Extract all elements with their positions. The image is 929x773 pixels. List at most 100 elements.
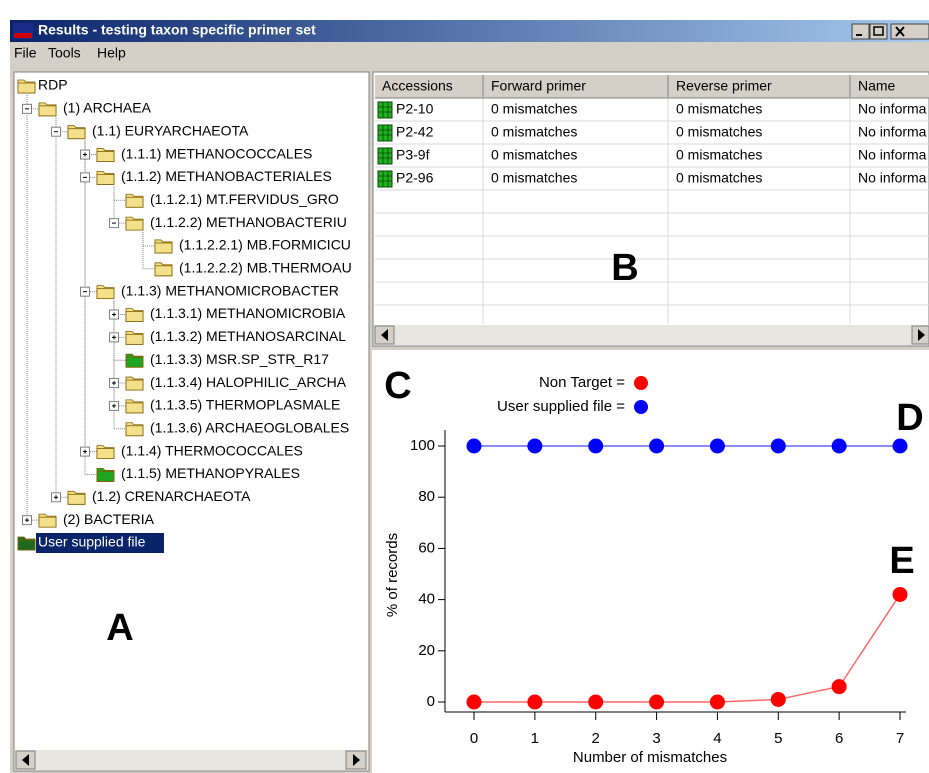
folder-icon [17, 536, 36, 551]
folder-front [96, 448, 115, 460]
tree-toggle[interactable] [109, 309, 119, 320]
tree-label[interactable]: (1.1) EURYARCHAEOTA [92, 122, 249, 138]
folder-front [96, 173, 115, 185]
tree-toggle[interactable] [109, 400, 119, 411]
tree-label[interactable]: (1.1.5) METHANOPYRALES [121, 465, 300, 481]
chart-panel [372, 350, 929, 773]
icon-grid [378, 148, 392, 164]
data-point [527, 694, 543, 710]
menu-bar [10, 42, 929, 64]
y-tick-label: 80 [418, 488, 435, 505]
folder-icon [125, 308, 144, 322]
table-scrollbar[interactable] [374, 325, 929, 345]
folder-icon [96, 285, 115, 300]
table-cell: 0 mismatches [491, 147, 577, 163]
tree-toggle[interactable] [109, 218, 119, 229]
tree-label[interactable]: (1.2) CRENARCHAEOTA [92, 488, 251, 504]
tree-toggle[interactable] [109, 378, 119, 389]
folder-front [96, 151, 115, 162]
icon-body [377, 170, 393, 188]
tree-label[interactable]: (1) ARCHAEA [63, 100, 152, 116]
record-icon [377, 170, 393, 188]
table-cell: 0 mismatches [676, 101, 762, 117]
column-header[interactable]: Name [858, 78, 896, 94]
record-icon [377, 124, 393, 142]
tree-label[interactable]: (1.1.4) THERMOCOCCALES [121, 442, 303, 458]
legend-marker [634, 400, 648, 414]
tree-toggle[interactable] [51, 492, 61, 503]
folder-front [38, 516, 57, 528]
tree-label[interactable]: (1.1.3.4) HALOPHILIC_ARCHA [150, 374, 347, 390]
tree-label[interactable]: (1.1.3) METHANOMICROBACTER [121, 282, 339, 298]
folder-front [17, 82, 36, 94]
legend-label: User supplied file = [497, 398, 625, 415]
tree-label[interactable]: (1.1.3.3) MSR.SP_STR_R17 [150, 351, 329, 367]
tree-toggle[interactable] [51, 126, 61, 137]
column-header[interactable]: Reverse primer [676, 78, 772, 94]
column-header[interactable]: Accessions [382, 78, 453, 94]
folder-icon [17, 79, 36, 94]
table-cell: No informa [858, 147, 927, 163]
tree-label[interactable]: (1.1.3.1) METHANOMICROBIA [150, 305, 346, 321]
data-point [527, 438, 543, 454]
tree-toggle[interactable] [22, 515, 32, 526]
tree-toggle[interactable] [80, 149, 90, 160]
tree-label[interactable]: (1.1.2.1) MT.FERVIDUS_GRO [150, 191, 339, 207]
tree-label[interactable]: (1.1.2) METHANOBACTERIALES [121, 168, 332, 184]
tree-label[interactable]: (1.1.3.2) METHANOSARCINAL [150, 328, 346, 344]
folder-icon [38, 513, 57, 528]
x-tick-label: 3 [652, 730, 660, 747]
folder-icon [125, 193, 144, 208]
table-cell: No informa [858, 170, 927, 186]
tree-label[interactable]: (1.1.2.2) METHANOBACTERIU [150, 214, 347, 230]
tree-label[interactable]: (1.1.2.2.1) MB.FORMICICU [179, 237, 351, 253]
tree-toggle[interactable] [22, 103, 32, 114]
folder-icon [125, 399, 144, 414]
x-tick-label: 7 [896, 730, 904, 747]
folder-front [125, 402, 144, 414]
tree-label[interactable]: (1.1.3.6) ARCHAEOGLOBALES [150, 419, 349, 435]
tree: RDP (1) ARCHAEA (1.1) EURYARCHAEOTA (1.1.1)… [17, 77, 352, 553]
folder-icon [38, 102, 57, 117]
folder-front [67, 128, 86, 140]
icon-grid [378, 125, 392, 141]
menu-item[interactable]: Tools [48, 45, 81, 61]
tree-label[interactable]: (2) BACTERIA [63, 511, 155, 527]
tree-connector [142, 232, 155, 270]
tree-label[interactable]: User supplied file [38, 534, 146, 550]
table-cell: 0 mismatches [676, 124, 762, 140]
tree-toggle[interactable] [80, 172, 90, 183]
folder-icon [125, 422, 144, 437]
series-line [474, 594, 901, 703]
window-buttons[interactable] [851, 23, 929, 40]
data-point [770, 691, 786, 707]
menu-item[interactable]: File [14, 45, 37, 61]
folder-icon [67, 125, 86, 140]
record-icon [377, 101, 393, 119]
title-bar [10, 20, 929, 42]
tree-toggle[interactable] [80, 286, 90, 297]
y-tick-label: 100 [410, 437, 435, 454]
tree-connector [55, 117, 68, 498]
table-cell: P2-10 [396, 101, 434, 117]
x-tick-label: 4 [713, 730, 721, 747]
data-point [466, 438, 482, 454]
tree-scrollbar[interactable] [15, 750, 368, 770]
folder-front [67, 493, 86, 505]
tree-label[interactable]: (1.1.1) METHANOCOCCALES [121, 145, 312, 161]
tree-toggle[interactable] [109, 332, 119, 343]
column-header[interactable]: Forward primer [491, 78, 586, 94]
tree-label[interactable]: (1.1.2.2.2) MB.THERMOAU [179, 260, 352, 276]
tree-panel [13, 71, 370, 772]
folder-front [125, 219, 144, 231]
y-axis-label: % of records [384, 533, 401, 617]
tree-toggle[interactable] [80, 446, 90, 457]
menu-item[interactable]: Help [97, 45, 126, 61]
table-cell: 0 mismatches [491, 101, 577, 117]
folder-icon [96, 468, 115, 482]
icon-body [377, 147, 393, 165]
tree-label[interactable]: (1.1.3.5) THERMOPLASMALE [150, 397, 340, 413]
folder-front [96, 471, 115, 482]
tree-label[interactable]: RDP [38, 77, 68, 93]
